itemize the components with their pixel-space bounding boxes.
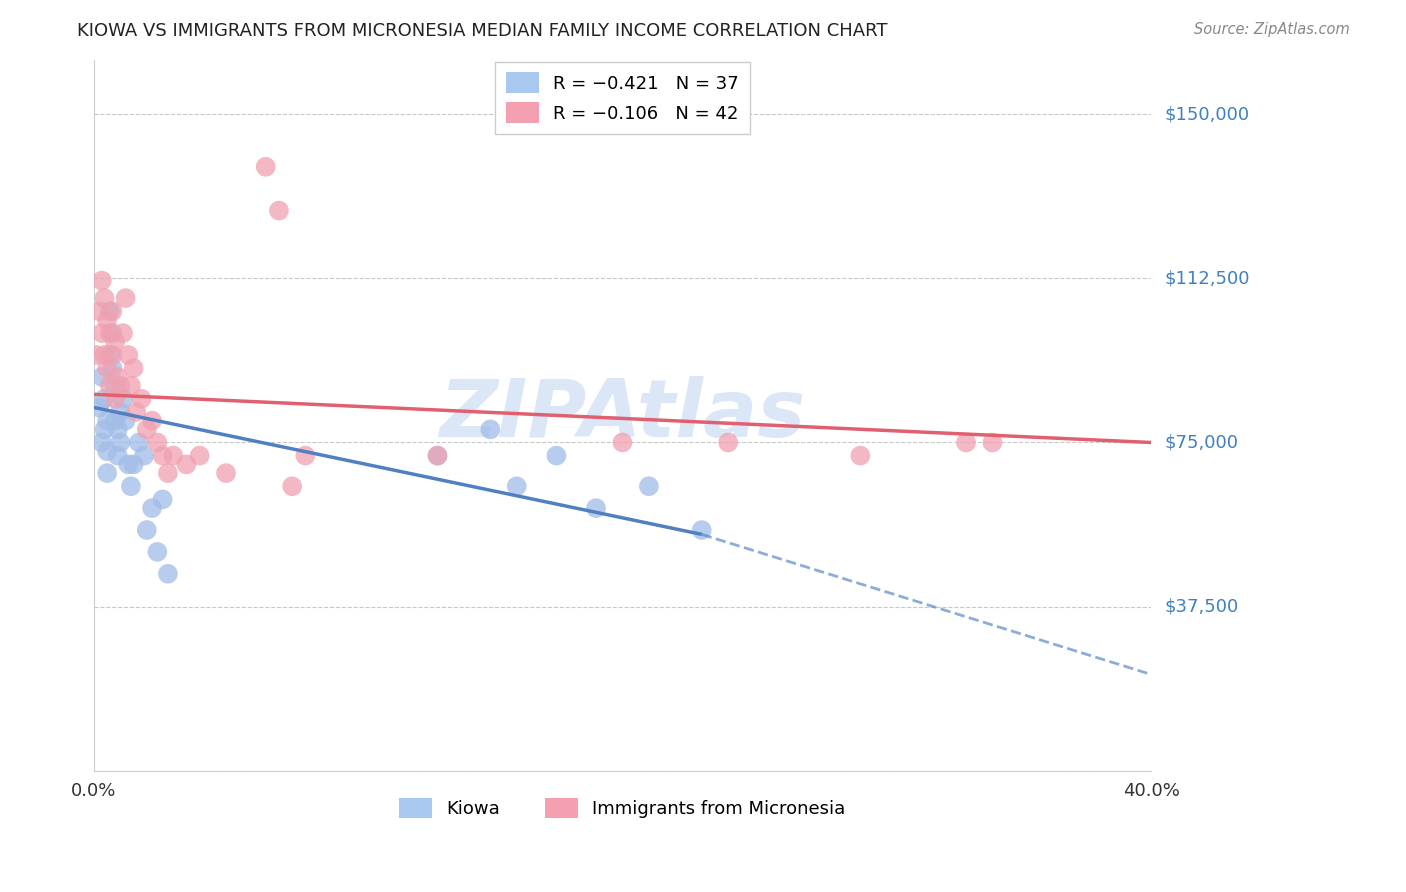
Point [98,304,121,318]
Point [114,291,136,305]
Point [128,435,150,450]
Point [215,466,238,480]
Point [134,449,156,463]
Point [426,449,449,463]
Point [111,326,134,340]
Point [107,422,129,436]
Point [104,392,127,406]
Point [849,449,872,463]
Point [86,348,108,362]
Point [141,501,163,516]
Point [114,414,136,428]
Legend: Kiowa, Immigrants from Micronesia: Kiowa, Immigrants from Micronesia [392,790,852,826]
Text: $150,000: $150,000 [1166,105,1250,123]
Point [188,449,211,463]
Point [101,326,124,340]
Point [110,378,132,392]
Point [101,304,124,318]
Text: Source: ZipAtlas.com: Source: ZipAtlas.com [1194,22,1350,37]
Point [506,479,529,493]
Point [281,479,304,493]
Point [135,422,157,436]
Point [93,422,115,436]
Point [98,348,121,362]
Point [141,414,163,428]
Point [89,401,111,415]
Point [156,566,179,581]
Point [479,422,502,436]
Point [585,501,607,516]
Point [96,414,118,428]
Point [254,160,277,174]
Point [146,435,169,450]
Point [96,444,118,458]
Point [93,392,115,406]
Point [104,378,127,392]
Point [162,449,184,463]
Point [117,458,139,472]
Point [612,435,634,450]
Point [96,466,118,480]
Point [135,523,157,537]
Point [104,414,127,428]
Point [117,348,139,362]
Point [111,392,134,406]
Point [90,435,112,450]
Point [89,304,111,318]
Point [93,348,115,362]
Point [120,378,142,392]
Point [120,479,142,493]
Text: $75,000: $75,000 [1166,434,1239,451]
Point [690,523,713,537]
Point [176,458,198,472]
Point [152,492,174,507]
Point [98,326,121,340]
Point [96,361,118,376]
Point [152,449,174,463]
Point [110,405,132,419]
Point [955,435,977,450]
Point [267,203,290,218]
Point [90,326,112,340]
Point [98,378,121,392]
Point [717,435,740,450]
Point [146,545,169,559]
Text: $37,500: $37,500 [1166,598,1239,615]
Point [638,479,661,493]
Text: KIOWA VS IMMIGRANTS FROM MICRONESIA MEDIAN FAMILY INCOME CORRELATION CHART: KIOWA VS IMMIGRANTS FROM MICRONESIA MEDI… [77,22,887,40]
Point [93,291,115,305]
Point [107,369,129,384]
Point [546,449,568,463]
Point [110,435,132,450]
Point [107,449,129,463]
Point [101,361,124,376]
Text: ZIPAtlas: ZIPAtlas [439,376,806,454]
Point [156,466,179,480]
Point [131,392,153,406]
Point [96,313,118,327]
Point [122,458,145,472]
Point [101,348,124,362]
Text: $112,500: $112,500 [1166,269,1250,287]
Point [104,334,127,349]
Point [90,369,112,384]
Point [426,449,449,463]
Point [90,274,112,288]
Point [122,361,145,376]
Point [294,449,316,463]
Point [125,405,148,419]
Point [981,435,1004,450]
